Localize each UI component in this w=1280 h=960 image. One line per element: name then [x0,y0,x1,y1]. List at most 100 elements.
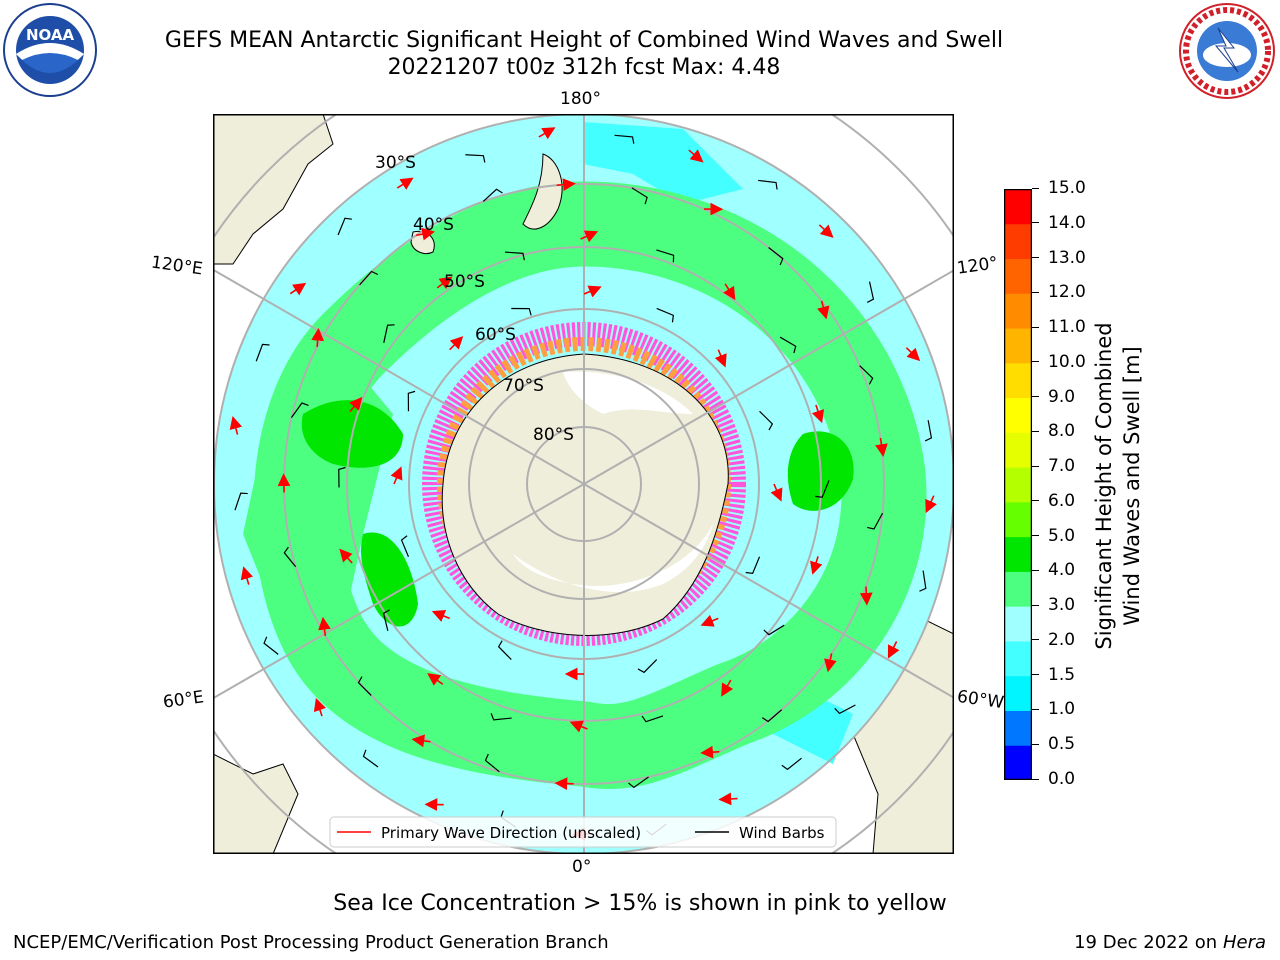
wave-arrow [583,285,602,298]
colorbar-tick-label: 0.0 [1032,769,1075,789]
wave-arrow [817,300,830,320]
wave-arrow [887,641,900,659]
colorbar-tick-label: 11.0 [1032,317,1086,337]
colorbar-cell [1004,397,1032,433]
polar-map: 30°S 40°S 50°S 60°S 70°S 80°S Primary Wa… [212,113,955,855]
wave-arrow [240,566,254,585]
colorbar-ticks: 0.0 0.5 1.0 1.5 2.0 3.0 4.0 5.0 6.0 7.0 8.0 9.0 10.0… [1032,178,1092,789]
wave-arrow [311,327,324,348]
wind-barb [359,270,379,286]
wind-barb [919,570,927,592]
map-legend: Primary Wave Direction (unscaled) Wind B… [329,816,837,848]
lat-label-40s: 40°S [413,215,454,235]
wave-arrow [810,556,823,575]
australia-land [213,114,334,265]
map-border [212,113,955,855]
antarctica-land [441,353,729,636]
colorbar-tick-label: 3.0 [1032,595,1075,615]
wave-arrow [700,745,720,759]
wind-barb [924,420,933,442]
colorbar-cell [1004,571,1032,607]
colorbar-cell [1004,606,1032,642]
colorbar-tick-label: 9.0 [1032,387,1075,407]
wind-barb [482,188,503,202]
wave-arrow [818,224,834,238]
wave-arrow [721,679,734,697]
lat-label-80s: 80°S [533,425,574,445]
wind-barb [382,609,390,631]
wind-barb [866,281,875,303]
colorbar-cell [1004,640,1032,677]
wave-arrow [339,548,353,564]
wave-arrow [229,416,243,435]
wind-barb [465,154,486,163]
meridian-lines [213,114,954,854]
wind-barb [779,336,797,354]
chart-title: GEFS MEAN Antarctic Significant Height o… [164,28,1004,53]
wind-barb [631,187,648,205]
wind-barb [781,757,802,771]
sea-ice-note: Sea Ice Concentration > 15% is shown in … [333,891,947,916]
wind-barb [758,179,778,190]
wave-arrow [811,404,825,424]
wave-arrow [580,230,599,243]
colorbar-tick-label: 1.0 [1032,699,1075,719]
wind-barb [255,343,270,362]
wave-arrow [824,653,837,673]
ice-shelf-white [513,524,713,593]
wind-barb [759,410,774,431]
footer-date: 19 Dec 2022 on Hera [1074,932,1266,953]
colorbar-cell [1004,258,1032,294]
colorbar-tick-label: 13.0 [1032,248,1086,268]
nws-logo [1179,3,1275,99]
colorbar [1004,189,1032,780]
colorbar-tick-label: 14.0 [1032,213,1086,233]
wind-barb [511,307,532,316]
lon-label-60w: 60°W [955,686,1006,714]
svg-text:NOAA: NOAA [26,26,75,44]
colorbar-cell [1004,328,1032,364]
wind-barb [859,365,874,385]
lon-label-0: 0° [572,857,592,877]
wave-arrow [449,336,464,351]
ocean-cyan-patch [583,122,743,204]
wave-arrow [538,127,556,140]
wave-arrow [714,349,727,368]
wind-barb [290,402,309,419]
chart-subtitle: 20221207 t00z 312h fcst Max: 4.48 [387,55,781,80]
wave-arrow [905,347,921,362]
noaa-logo: NOAA [3,3,97,97]
colorbar-title-line1: Significant Height of Combined [1092,322,1116,650]
colorbar-cell [1004,710,1032,746]
new-zealand-land [522,153,563,230]
lon-label-60e: 60°E [161,687,206,713]
wind-barb [484,753,500,773]
colorbar-tick-label: 6.0 [1032,491,1075,511]
wave-arrow [875,437,888,457]
wind-barb [337,217,352,236]
footer-credit: NCEP/EMC/Verification Post Processing Pr… [13,932,609,953]
wave-arrow [718,792,738,806]
wind-barb [656,307,674,323]
colorbar-tick-label: 0.5 [1032,734,1075,754]
wave-arrow [569,720,588,733]
lat-label-70s: 70°S [503,376,544,396]
colorbar-cell [1004,189,1032,225]
wave-arrow [723,283,736,301]
wave-arrow [313,697,327,717]
colorbar-cell [1004,467,1032,503]
colorbar-cell [1004,293,1032,329]
wind-barb [383,324,395,343]
wind-barb [768,247,784,266]
wind-barb [338,466,346,488]
colorbar-tick-label: 12.0 [1032,282,1086,302]
wave-arrow [925,495,937,514]
wave-arrow [700,614,719,627]
colorbar-tick-label: 8.0 [1032,421,1075,441]
wind-barb [815,480,830,498]
lon-label-120w: 120° [955,253,1000,279]
colorbar-cell [1004,501,1032,538]
footer-date-text: 19 Dec 2022 on [1074,932,1218,953]
wave-arrow [411,734,431,748]
colorbar-cell [1004,223,1032,260]
